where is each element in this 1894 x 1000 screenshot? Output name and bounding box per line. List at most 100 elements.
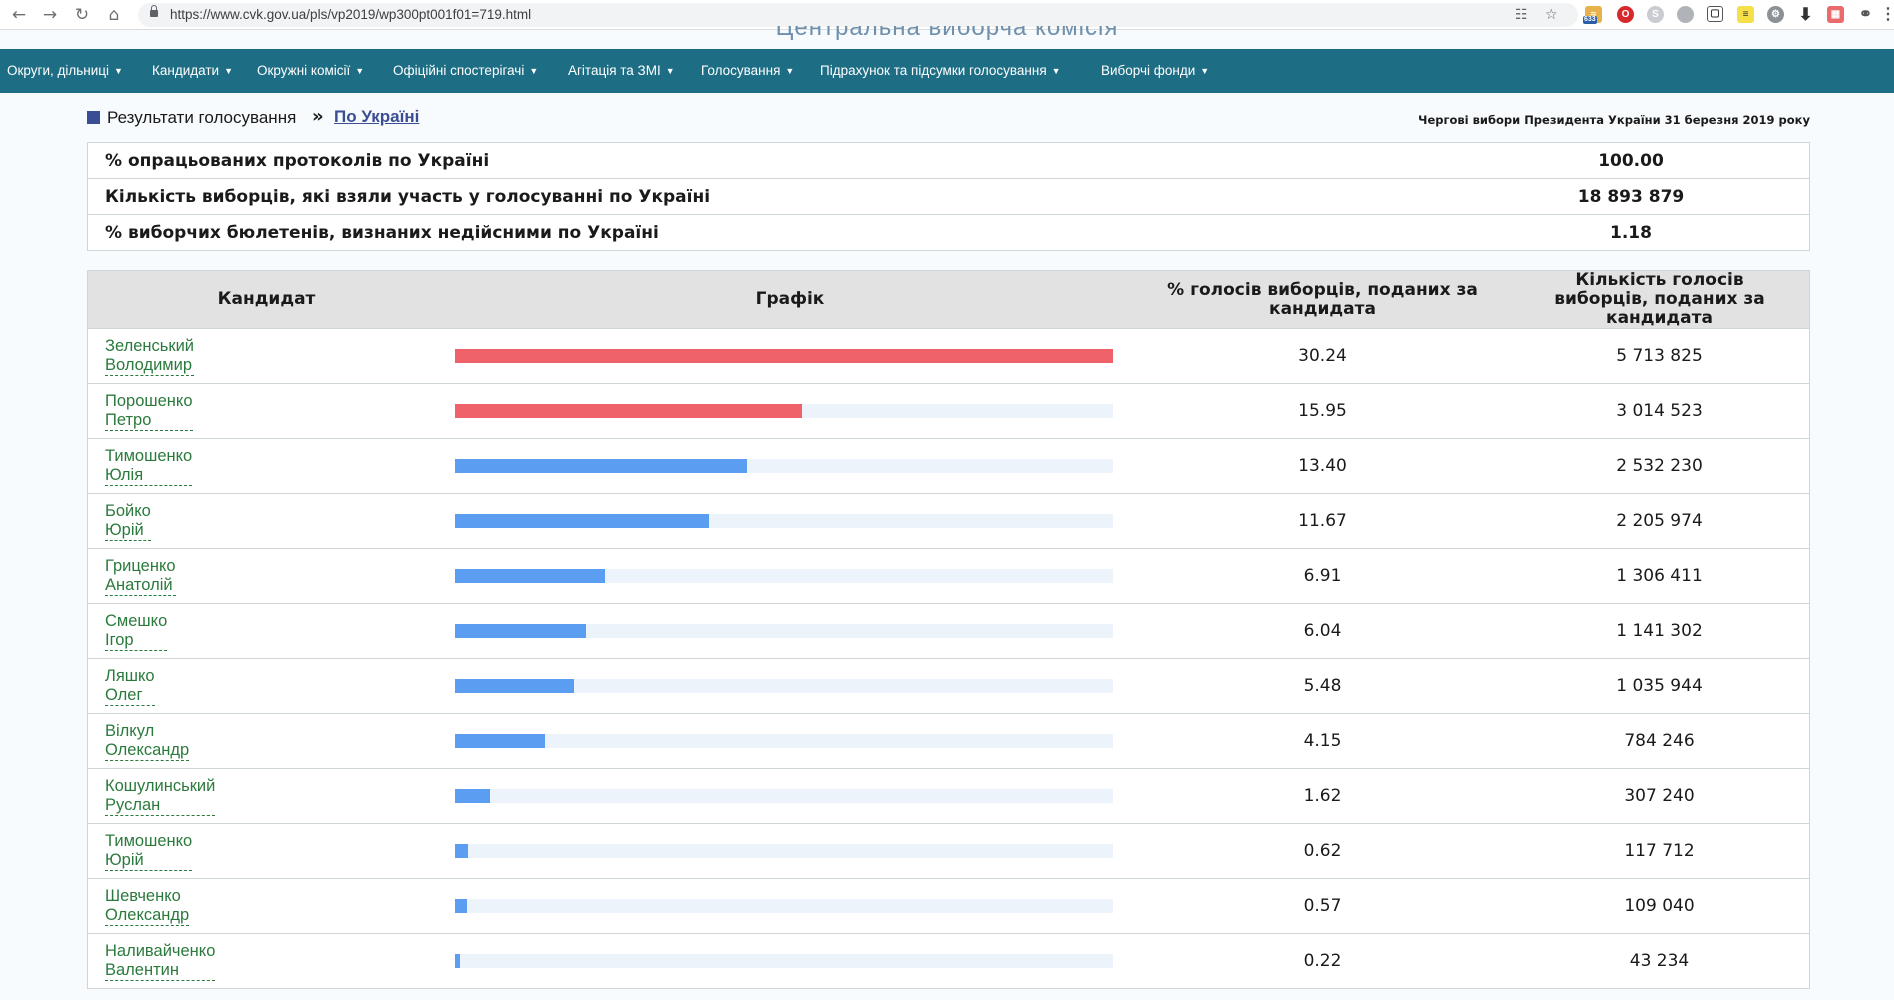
chart-cell xyxy=(445,823,1135,879)
candidate-percent: 11.67 xyxy=(1135,493,1510,549)
candidate-link[interactable]: Зеленський Володимир xyxy=(105,336,195,376)
candidate-row: Шевченко Олександр 0.57 109 040 xyxy=(87,878,1810,934)
bar-track xyxy=(455,404,1113,418)
menu-item[interactable]: Офіційні спостерігачі ▼ xyxy=(393,49,538,93)
globe-icon[interactable]: ⚭ xyxy=(1858,6,1873,23)
candidate-link[interactable]: Гриценко Анатолій xyxy=(105,557,176,596)
chart-cell xyxy=(445,933,1135,989)
address-bar[interactable]: https://www.cvk.gov.ua/pls/vp2019/wp300p… xyxy=(138,3,1578,27)
caret-down-icon: ▼ xyxy=(529,66,539,76)
menu-item-label: Підрахунок та підсумки голосування xyxy=(820,63,1047,78)
extension-badge: 633 xyxy=(1583,16,1597,24)
menu-item[interactable]: Виборчі фонди ▼ xyxy=(1101,49,1209,93)
caret-down-icon: ▼ xyxy=(665,66,675,76)
candidate-link[interactable]: Вілкул Олександр xyxy=(105,722,190,761)
candidate-link[interactable]: Смешко Ігор xyxy=(105,611,168,651)
bar-track xyxy=(455,624,1113,638)
candidate-name: Валентин xyxy=(105,960,179,979)
notes-extension-icon[interactable]: ≡ xyxy=(1737,6,1754,23)
forward-icon[interactable]: → xyxy=(42,5,58,25)
candidate-votes: 2 532 230 xyxy=(1510,438,1810,494)
candidate-cell: Тимошенко Юрій xyxy=(87,823,445,879)
candidate-cell: Смешко Ігор xyxy=(87,603,445,659)
chart-cell xyxy=(445,438,1135,494)
candidate-link[interactable]: Порошенко Петро xyxy=(105,392,193,431)
candidate-link[interactable]: Шевченко Олександр xyxy=(105,887,190,926)
download-icon[interactable]: ⬇ xyxy=(1798,5,1813,24)
candidate-row: Зеленський Володимир 30.24 5 713 825 xyxy=(87,328,1810,384)
menu-item[interactable]: Агітація та ЗМІ ▼ xyxy=(568,49,675,93)
menu-item[interactable]: Підрахунок та підсумки голосування ▼ xyxy=(820,49,1061,93)
menu-item-label: Кандидати xyxy=(152,63,220,78)
bookmark-star-icon[interactable]: ☆ xyxy=(1545,7,1558,23)
candidate-percent: 0.22 xyxy=(1135,933,1510,989)
back-icon[interactable]: ← xyxy=(11,5,27,25)
candidate-link[interactable]: Бойко Юрій xyxy=(105,502,151,541)
browser-toolbar: ← → ↻ ⌂ https://www.cvk.gov.ua/pls/vp201… xyxy=(0,0,1894,30)
candidate-votes: 5 713 825 xyxy=(1510,328,1810,384)
bar-track xyxy=(455,514,1113,528)
menu-dots-icon[interactable]: ⋮ xyxy=(1880,6,1894,23)
menu-item[interactable]: Округи, дільниці ▼ xyxy=(7,49,123,93)
candidate-percent: 13.40 xyxy=(1135,438,1510,494)
candidate-row: Кошулинський Руслан 1.62 307 240 xyxy=(87,768,1810,824)
bar-track xyxy=(455,679,1113,693)
caret-down-icon: ▼ xyxy=(1200,66,1210,76)
candidate-link[interactable]: Кошулинський Руслан xyxy=(105,776,216,816)
candidate-cell: Вілкул Олександр xyxy=(87,713,445,769)
candidate-name: Олександр xyxy=(105,905,190,924)
chart-cell xyxy=(445,493,1135,549)
summary-value: 1.18 xyxy=(1461,214,1810,251)
summary-label: % опрацьованих протоколів по Україні xyxy=(87,142,1461,179)
bar-fill xyxy=(455,844,469,858)
url-text[interactable]: https://www.cvk.gov.ua/pls/vp2019/wp300p… xyxy=(170,7,532,22)
opera-extension-icon[interactable]: O xyxy=(1617,6,1634,23)
menu-item[interactable]: Голосування ▼ xyxy=(701,49,794,93)
grey-circle-extension-icon[interactable] xyxy=(1677,6,1694,23)
candidate-votes: 1 306 411 xyxy=(1510,548,1810,604)
candidate-cell: Кошулинський Руслан xyxy=(87,768,445,824)
rss-extension-icon[interactable]: ≈633 xyxy=(1583,6,1602,24)
bar-fill xyxy=(455,404,803,418)
chart-cell xyxy=(445,383,1135,439)
candidate-cell: Ляшко Олег xyxy=(87,658,445,714)
candidate-link[interactable]: Тимошенко Юлія xyxy=(105,447,193,486)
caret-down-icon: ▼ xyxy=(114,66,123,76)
candidate-link[interactable]: Тимошенко Юрій xyxy=(105,832,193,871)
breadcrumb-current[interactable]: По Україні xyxy=(334,107,420,126)
summary-row: % опрацьованих протоколів по Україні 100.… xyxy=(87,142,1810,179)
candidate-surname: Смешко xyxy=(105,611,168,630)
skype-extension-icon[interactable]: S xyxy=(1647,6,1664,23)
reload-icon[interactable]: ↻ xyxy=(74,5,90,25)
chart-cell xyxy=(445,878,1135,934)
bar-track xyxy=(455,459,1113,473)
breadcrumb-section[interactable]: Результати голосування xyxy=(107,108,297,127)
chart-cell xyxy=(445,713,1135,769)
candidate-row: Тимошенко Юлія 13.40 2 532 230 xyxy=(87,438,1810,494)
candidate-surname: Бойко xyxy=(105,501,151,520)
menu-item[interactable]: Кандидати ▼ xyxy=(152,49,233,93)
menu-item[interactable]: Окружні комісії ▼ xyxy=(257,49,364,93)
candidate-link[interactable]: Ляшко Олег xyxy=(105,667,155,706)
bar-track xyxy=(455,899,1113,913)
candidate-name: Олександр xyxy=(105,740,190,759)
candidate-percent: 5.48 xyxy=(1135,658,1510,714)
bar-fill xyxy=(455,569,606,583)
cube-extension-icon[interactable]: ▢ xyxy=(1707,6,1723,22)
caret-down-icon: ▼ xyxy=(1051,66,1061,76)
candidate-surname: Кошулинський xyxy=(105,776,216,795)
translate-icon[interactable]: ☷ xyxy=(1515,7,1528,23)
candidate-link[interactable]: Наливайченко Валентин xyxy=(105,941,216,981)
candidate-votes: 109 040 xyxy=(1510,878,1810,934)
candidate-surname: Гриценко xyxy=(105,556,176,575)
bar-fill xyxy=(455,514,709,528)
bar-fill xyxy=(455,349,1113,363)
summary-value: 100.00 xyxy=(1461,142,1810,179)
candidate-surname: Наливайченко xyxy=(105,941,216,960)
candidate-name: Володимир xyxy=(105,355,193,374)
gear-extension-icon[interactable]: ⚙ xyxy=(1767,6,1784,23)
screen-extension-icon[interactable]: ▦ xyxy=(1827,6,1844,23)
candidate-votes: 2 205 974 xyxy=(1510,493,1810,549)
home-icon[interactable]: ⌂ xyxy=(108,5,120,25)
candidate-surname: Зеленський xyxy=(105,336,195,355)
